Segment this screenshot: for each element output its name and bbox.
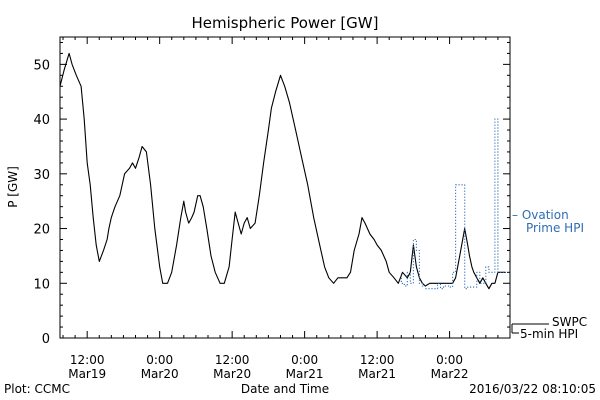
y-tick-label: 40 <box>33 113 50 128</box>
plot-timestamp: 2016/03/22 08:10:05 <box>469 382 596 396</box>
x-tick-label-date: Mar22 <box>431 367 469 381</box>
y-tick-label: 50 <box>33 58 50 73</box>
x-tick-label-time: 0:00 <box>146 353 173 367</box>
chart-title: Hemispheric Power [GW] <box>192 14 379 32</box>
x-tick-label-time: 0:00 <box>291 353 318 367</box>
x-tick-label-date: Mar19 <box>68 367 106 381</box>
series-line-ovation <box>400 118 504 290</box>
y-tick-label: 20 <box>33 223 50 238</box>
legend-swpc-line1: SWPC <box>552 315 587 329</box>
x-tick-label-date: Mar20 <box>213 367 251 381</box>
x-axis-label: Date and Time <box>241 382 329 396</box>
legend-ovation-line1: – Ovation <box>512 208 569 222</box>
x-tick-label-time: 0:00 <box>436 353 463 367</box>
x-axis-ticks: 12:00Mar190:00Mar2012:00Mar200:00Mar2112… <box>62 37 511 381</box>
x-tick-label-time: 12:00 <box>70 353 105 367</box>
y-tick-label: 10 <box>33 277 50 292</box>
legend-swpc-line2: 5-min HPI <box>520 327 578 341</box>
legend-swpc: SWPC 5-min HPI <box>511 315 587 341</box>
plot-frame <box>59 36 511 339</box>
x-tick-label-date: Mar20 <box>141 367 179 381</box>
series-line-swpc <box>59 52 506 290</box>
x-tick-label-date: Mar21 <box>286 367 324 381</box>
y-tick-label: 30 <box>33 168 50 183</box>
x-tick-label-time: 12:00 <box>360 353 395 367</box>
plot-credit: Plot: CCMC <box>4 382 70 396</box>
legend-ovation-line2: Prime HPI <box>526 221 584 235</box>
x-tick-label-time: 12:00 <box>215 353 250 367</box>
y-axis-label: P [GW] <box>6 166 20 208</box>
x-tick-label-date: Mar21 <box>358 367 396 381</box>
y-axis-ticks: 0 10 20 30 40 50 <box>33 41 510 347</box>
series-layer <box>59 52 506 290</box>
legend-ovation: – Ovation Prime HPI <box>512 208 584 235</box>
y-tick-label: 0 <box>42 332 50 347</box>
